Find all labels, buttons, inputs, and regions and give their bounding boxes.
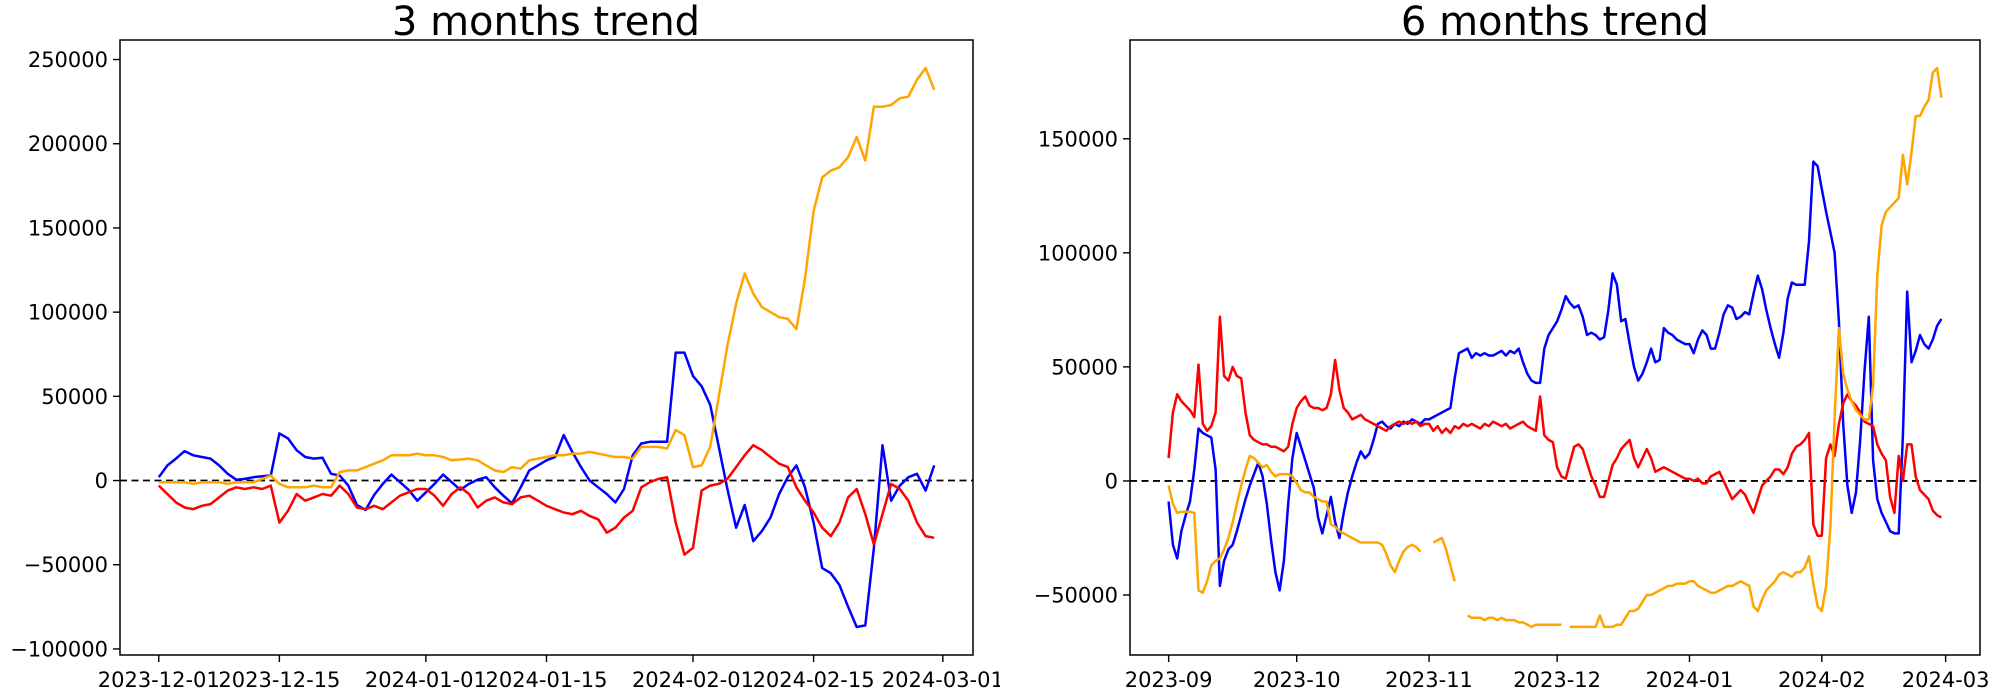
x-tick-label: 2024-02 <box>1778 668 1866 692</box>
x-tick-label: 2024-01-15 <box>485 668 607 692</box>
x-tick-label: 2024-02-15 <box>753 668 875 692</box>
chart-title-3-months: 3 months trend <box>391 0 701 45</box>
y-tick-label: 100000 <box>1038 241 1118 265</box>
x-axis: 2023-09 2023-10 2023-11 2023-12 2024-01 2024-… <box>1125 655 1990 692</box>
y-tick-label: 50000 <box>1051 355 1118 379</box>
y-tick-label: −50000 <box>1034 584 1118 608</box>
x-tick-label: 2023-09 <box>1125 668 1213 692</box>
series-line-orange <box>158 66 936 489</box>
x-tick-label: 2023-12-01 <box>98 668 220 692</box>
y-tick-label: 250000 <box>28 48 108 72</box>
y-tick-label: 0 <box>95 469 108 493</box>
series-line-blue <box>157 351 936 629</box>
series-line-red <box>157 443 935 556</box>
x-tick-label: 2023-10 <box>1253 668 1341 692</box>
y-tick-label: 150000 <box>1038 127 1118 151</box>
y-tick-label: 200000 <box>28 132 108 156</box>
x-tick-label: 2024-01 <box>1646 668 1734 692</box>
x-tick-label: 2024-02-01 <box>632 668 754 692</box>
x-tick-label: 2023-11 <box>1385 668 1473 692</box>
y-tick-label: 50000 <box>41 385 108 409</box>
y-tick-label: 0 <box>1105 469 1118 493</box>
y-tick-label: 150000 <box>28 216 108 240</box>
series-line-orange <box>1569 66 1943 629</box>
plot-frame <box>1129 39 1981 656</box>
x-tick-label: 2024-03-01 <box>882 668 1000 692</box>
chart-6-months-trend-panel: 6 months trend −50000 0 50000 100000 150000 2… <box>1000 0 2000 700</box>
y-tick-label: −50000 <box>24 553 108 577</box>
series-line-orange <box>1466 614 1562 629</box>
y-tick-label: 100000 <box>28 301 108 325</box>
series-line-red <box>1167 315 1942 537</box>
x-tick-label: 2023-12-15 <box>218 668 340 692</box>
series-line-blue <box>1167 160 1943 592</box>
series-line-orange <box>1167 454 1422 594</box>
y-axis: −50000 0 50000 100000 150000 <box>1034 127 1130 608</box>
chart-3-months-trend-plot: −100000 −50000 0 50000 100000 150000 200000 250… <box>10 39 1000 692</box>
y-tick-label: −100000 <box>10 637 108 661</box>
chart-title-6-months: 6 months trend <box>1400 0 1710 45</box>
x-tick-label: 2023-12 <box>1513 668 1601 692</box>
y-axis: −100000 −50000 0 50000 100000 150000 200000 250… <box>10 48 120 661</box>
chart-3-months-trend-panel: 3 months trend −100000 −50000 0 50000 100000… <box>10 0 1000 692</box>
plot-frame <box>119 39 974 656</box>
x-tick-label: 2024-03 <box>1902 668 1990 692</box>
series-line-orange <box>1432 536 1456 582</box>
x-tick-label: 2024-01-01 <box>365 668 487 692</box>
